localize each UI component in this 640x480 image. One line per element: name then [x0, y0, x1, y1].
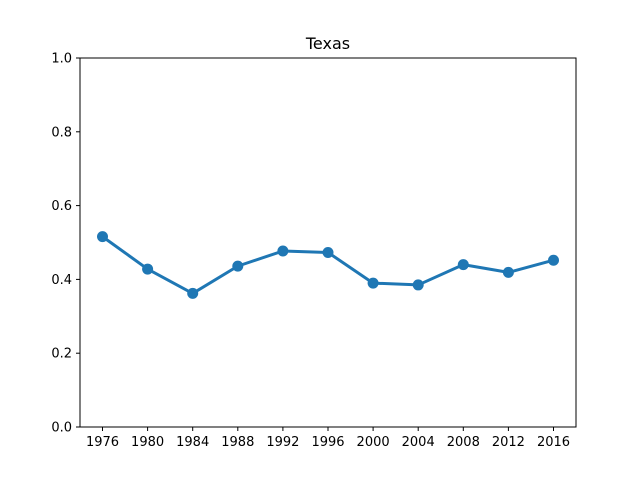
chart-title: Texas [305, 34, 350, 53]
data-point [142, 263, 154, 275]
x-tick-label: 1988 [221, 435, 254, 450]
y-tick-label: 0.0 [51, 421, 72, 436]
x-tick-label: 2016 [537, 435, 570, 450]
x-tick-label: 1976 [86, 435, 119, 450]
data-point [457, 259, 469, 271]
data-point [502, 266, 514, 278]
y-tick-label: 0.2 [51, 347, 72, 362]
data-point [97, 231, 108, 243]
y-tick-label: 0.8 [51, 125, 72, 140]
data-point [277, 245, 289, 257]
x-tick-label: 1992 [266, 435, 299, 450]
x-tick-label: 1984 [176, 435, 209, 450]
axes-frame [79, 57, 577, 428]
y-tick-label: 0.6 [51, 199, 72, 214]
data-point [367, 277, 379, 289]
x-tick-label: 1996 [311, 435, 344, 450]
y-tick-label: 0.4 [51, 273, 72, 288]
data-point [232, 260, 244, 272]
x-tick-label: 2008 [447, 435, 480, 450]
y-tick-label: 1.0 [51, 52, 72, 67]
x-tick-label: 2012 [492, 435, 525, 450]
axes-group: 0.0 0.2 0.4 0.6 0.8 1.0 1976 1980 1984 1988 1992 19… [51, 52, 577, 450]
data-point [187, 287, 199, 299]
data-point [412, 279, 424, 291]
data-point [548, 254, 559, 266]
series-group [97, 231, 559, 299]
x-tick-label: 2004 [402, 435, 435, 450]
x-tick-label: 1980 [131, 435, 164, 450]
series-line [101, 235, 555, 295]
data-point [322, 246, 334, 258]
x-tick-label: 2000 [357, 435, 390, 450]
